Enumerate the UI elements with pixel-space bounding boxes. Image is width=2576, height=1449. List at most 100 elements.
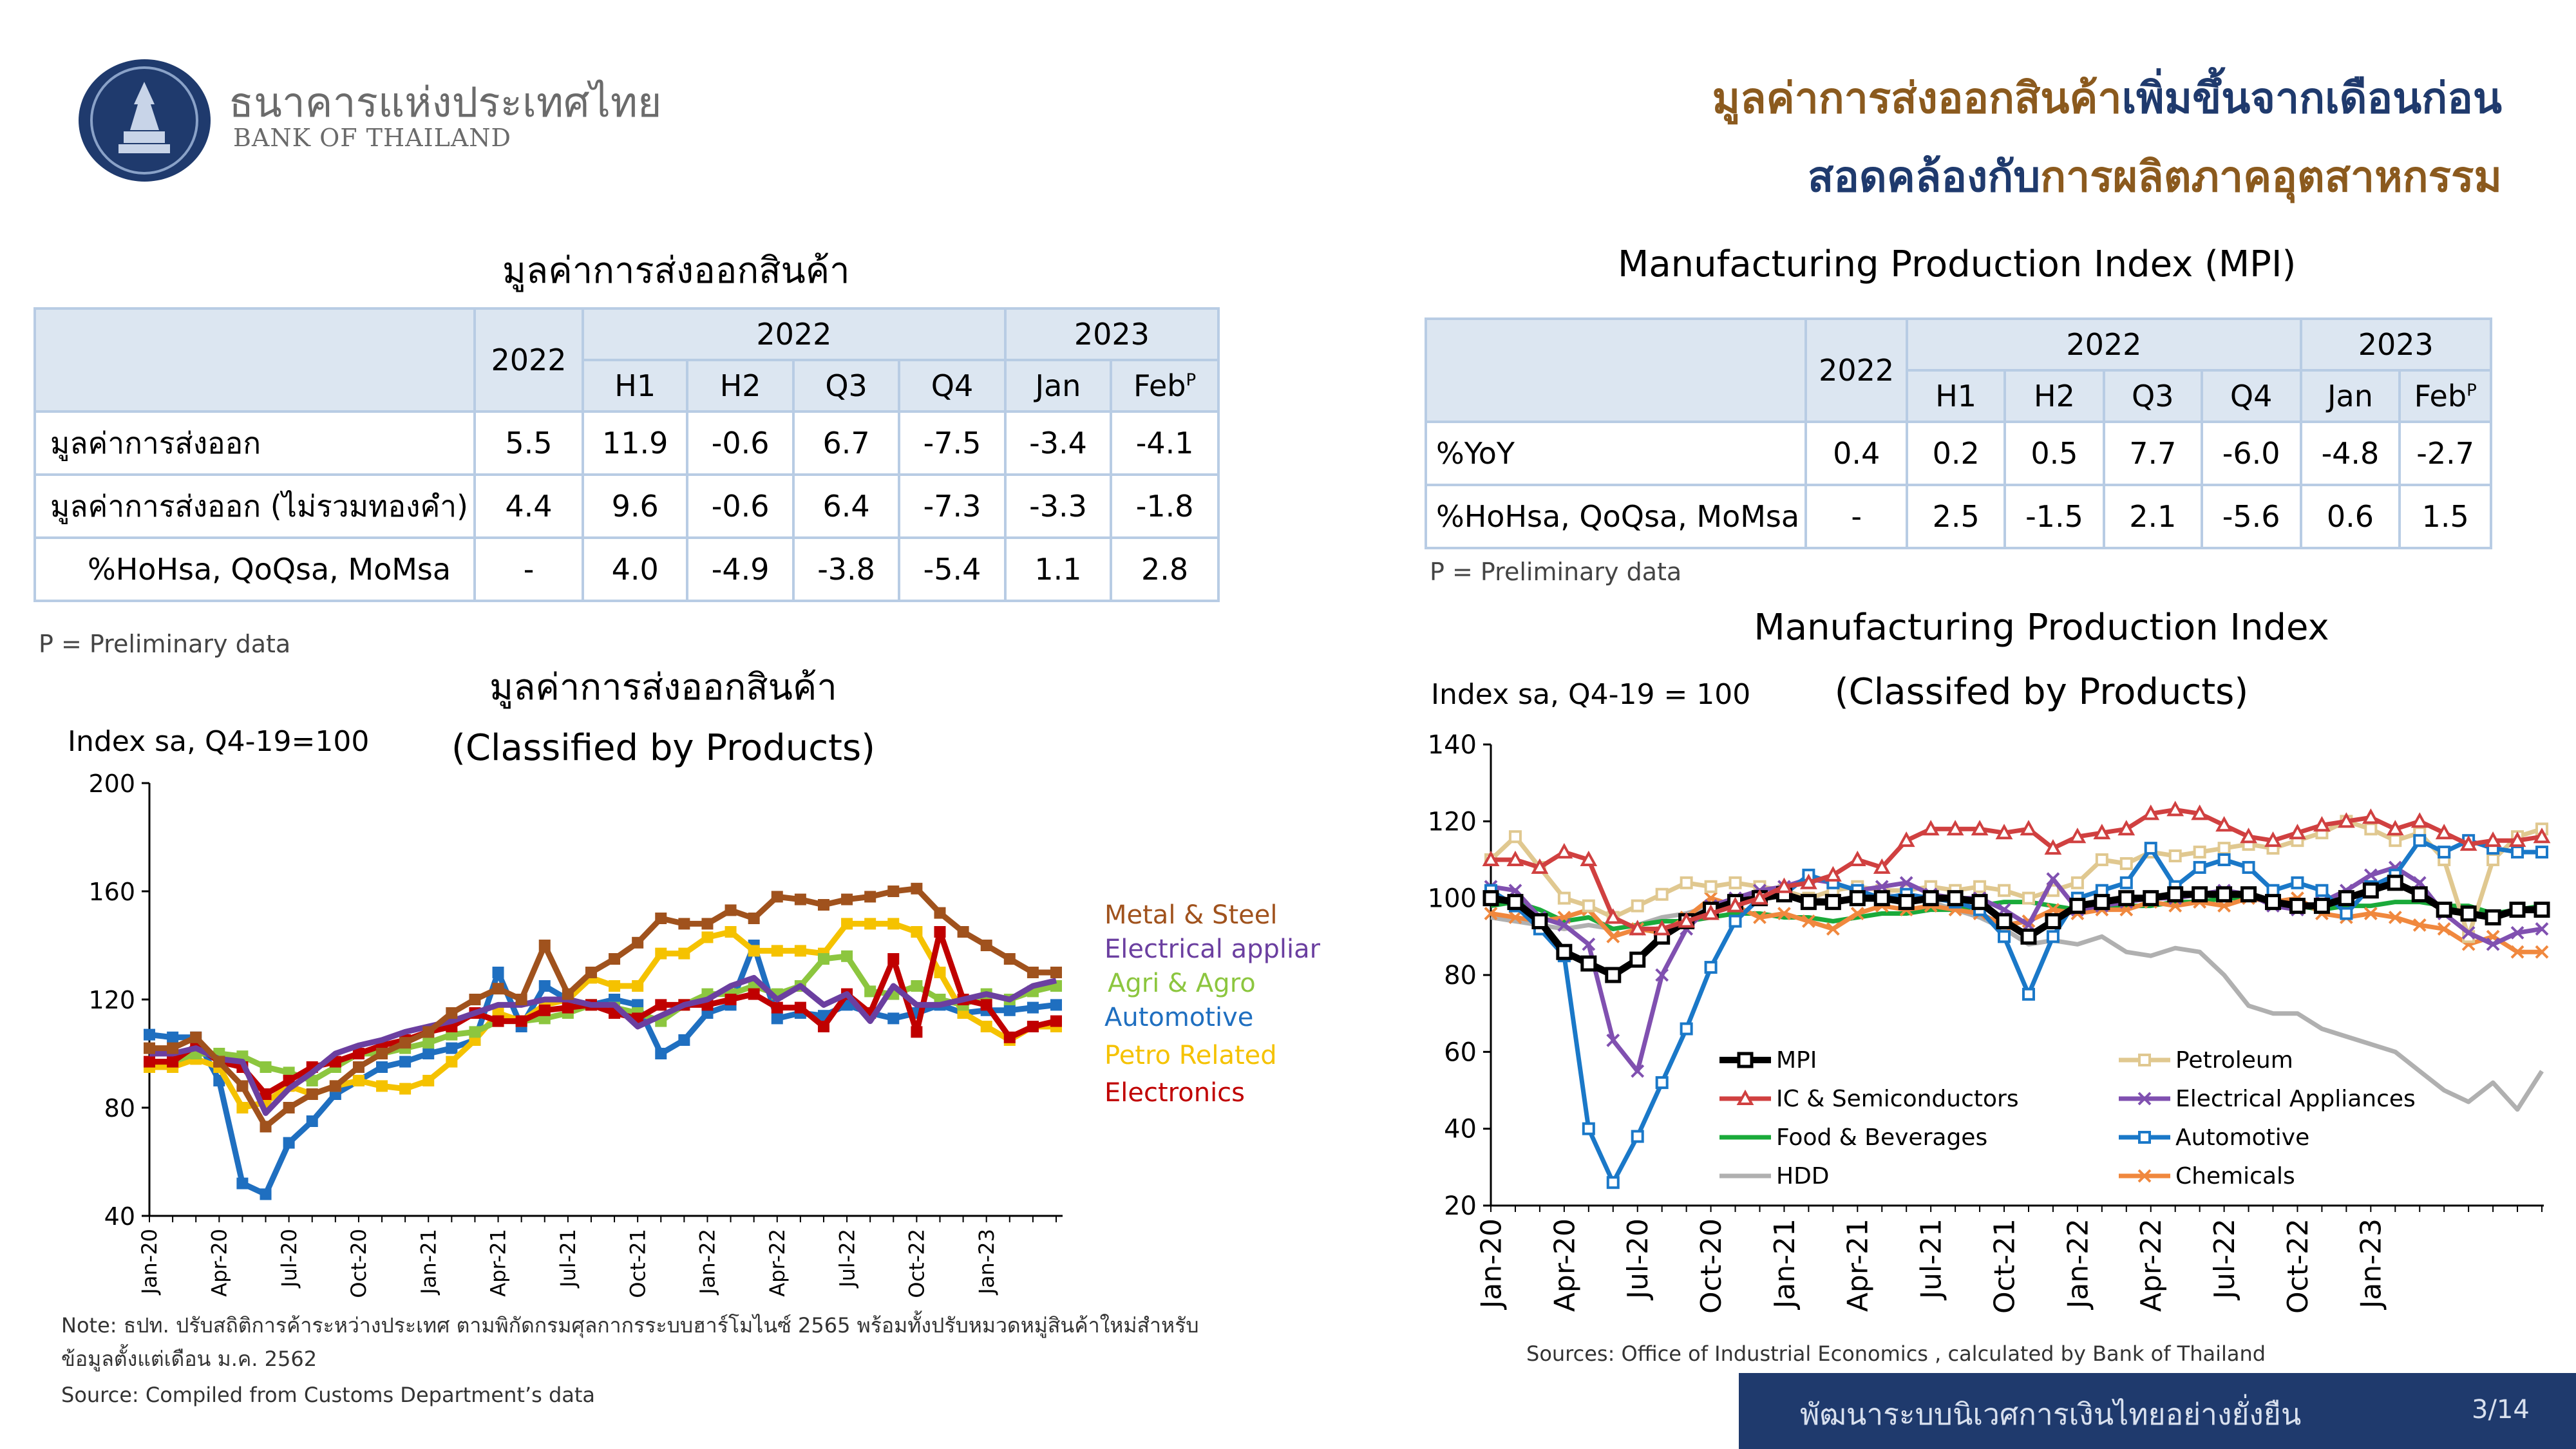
data-point xyxy=(2289,898,2306,914)
legend-marker xyxy=(2138,1054,2151,1066)
data-point xyxy=(2437,922,2451,936)
data-point xyxy=(887,1012,900,1025)
x-tick-label: Jan-20 xyxy=(137,1229,162,1296)
x-tick-label: Oct-22 xyxy=(2282,1218,2315,1314)
mpi-header-group-2023: 2023 xyxy=(2299,317,2493,372)
data-point xyxy=(887,953,900,965)
data-point xyxy=(352,1061,365,1073)
data-point xyxy=(2020,820,2038,836)
mpi-chart-legend: MPI Petroleum IC & Semiconductors Electrica… xyxy=(1719,1047,2416,1189)
export-table-title: มูลค่าการส่งออกสินค้า xyxy=(502,250,850,292)
export-header-blank xyxy=(33,307,476,413)
data-point xyxy=(1482,890,1499,907)
data-point xyxy=(2533,828,2551,844)
export-chart-title: มูลค่าการส่งออกสินค้า xyxy=(489,667,837,709)
data-point xyxy=(701,918,714,930)
legend-marker xyxy=(2137,1092,2152,1106)
mpi-chart-series xyxy=(1482,800,2551,1189)
mpi-subcol: Jan xyxy=(2299,369,2401,423)
data-point xyxy=(1655,887,1669,901)
data-point xyxy=(562,988,574,1000)
data-point xyxy=(1507,894,1524,911)
legend-label: Electrical Appliances xyxy=(2175,1086,2416,1112)
data-point xyxy=(1800,894,1817,911)
data-point xyxy=(1653,920,1671,936)
data-point xyxy=(841,893,853,905)
mpi-subcol: H2 xyxy=(2003,369,2105,423)
data-point xyxy=(980,1021,992,1032)
data-point xyxy=(771,945,783,957)
export-chart: มูลค่าการส่งออกสินค้า (Classified by Pro… xyxy=(68,667,1320,1298)
data-point xyxy=(2413,834,2427,848)
export-subcol: Q3 xyxy=(791,359,901,413)
export-chart-x-axis: Jan-20 Apr-20 Jul-20 Oct-20 Jan-21 Apr-21 Jul-… xyxy=(137,1215,1063,1298)
data-point xyxy=(1606,1034,1620,1047)
data-point xyxy=(1050,967,1062,978)
data-point xyxy=(1508,830,1522,844)
x-tick-label: Oct-20 xyxy=(346,1229,371,1298)
data-point xyxy=(2240,828,2257,844)
data-point xyxy=(1971,894,1988,911)
table-cell: -7.3 xyxy=(898,473,1007,539)
series-electrical-appliances xyxy=(149,974,1057,1116)
mpi-subcol: H1 xyxy=(1906,369,2007,423)
data-point xyxy=(1922,890,1939,907)
data-point xyxy=(213,1056,225,1068)
data-point xyxy=(167,1042,179,1054)
table-cell: 9.6 xyxy=(581,473,689,539)
mpi-table: 2022 2022 2023 H1 H2 Q3 Q4 Jan FebP %YoY… xyxy=(1424,317,2493,549)
data-point xyxy=(771,1012,783,1025)
data-point xyxy=(980,999,992,1011)
mpi-header-2022: 2022 xyxy=(1804,317,1909,423)
y-tick-label: 120 xyxy=(1428,807,1477,837)
data-point xyxy=(1849,890,1866,907)
data-point xyxy=(864,918,876,930)
data-point xyxy=(2143,890,2159,907)
data-point xyxy=(2046,930,2060,943)
table-cell: 0.5 xyxy=(2003,421,2105,486)
data-point xyxy=(446,1007,458,1019)
data-point xyxy=(2411,886,2428,903)
data-point xyxy=(1582,1122,1595,1135)
data-point xyxy=(1555,842,1573,859)
headline-line-2-part-2: การผลิตภาคอุตสาหกรรม xyxy=(2040,152,2502,202)
data-point xyxy=(1606,1176,1620,1189)
data-point xyxy=(492,983,504,995)
data-point xyxy=(2338,890,2354,907)
export-subcol: Jan xyxy=(1003,359,1113,413)
export-note-line-1: Note: ธปท. ปรับสถิติการค้าระหว่างประเทศ … xyxy=(61,1313,1199,1338)
data-point xyxy=(724,904,737,916)
x-tick-label: Oct-20 xyxy=(1695,1218,1728,1314)
data-point xyxy=(1631,1130,1644,1143)
legend-label: IC & Semiconductors xyxy=(1776,1086,2019,1112)
data-point xyxy=(260,1121,272,1133)
data-point xyxy=(771,891,783,903)
table-cell: -0.6 xyxy=(686,473,795,539)
export-subcol: H1 xyxy=(581,359,689,413)
data-point xyxy=(2485,909,2501,925)
table-cell: 5.5 xyxy=(473,410,584,476)
data-point xyxy=(911,882,923,895)
data-point xyxy=(794,1001,806,1014)
data-point xyxy=(1826,922,1840,936)
data-point xyxy=(2362,882,2379,899)
data-point xyxy=(1897,831,1915,848)
x-tick-label: Jan-23 xyxy=(974,1229,999,1296)
y-tick-label: 120 xyxy=(88,986,135,1014)
data-point xyxy=(609,980,621,992)
data-point xyxy=(260,1188,272,1200)
data-point xyxy=(957,926,969,938)
data-point xyxy=(1873,890,1890,907)
legend-item: Food & Beverages xyxy=(1719,1124,1987,1151)
data-point xyxy=(492,1015,504,1027)
bank-name-english: BANK OF THAILAND xyxy=(233,124,512,152)
data-point xyxy=(2460,905,2477,922)
data-point xyxy=(817,1021,829,1032)
data-point xyxy=(422,1075,435,1086)
data-point xyxy=(376,1048,388,1059)
data-point xyxy=(1873,858,1891,874)
mpi-subcol-feb: Feb xyxy=(2414,379,2467,413)
data-point xyxy=(1702,904,1719,920)
mpi-header-blank xyxy=(1424,317,1808,423)
table-cell: 1.1 xyxy=(1003,536,1113,602)
